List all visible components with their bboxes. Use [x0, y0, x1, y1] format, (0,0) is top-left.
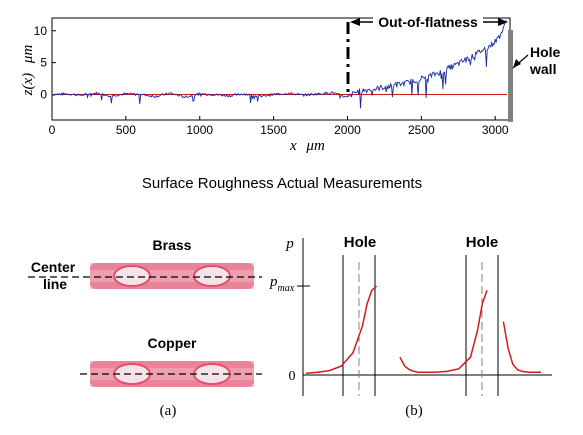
series-line-roughness: [51, 20, 507, 109]
center-line-label: Center line: [31, 259, 79, 292]
pmax-base: p: [269, 274, 278, 290]
y-tick-label: 5: [40, 56, 47, 70]
x-tick-label: 2500: [408, 123, 435, 137]
roughness-plot: 0 500 1000 1500 2000 2500 3000 0 5 10 x μm z(x) …: [20, 12, 564, 154]
x-axis-var: x: [289, 138, 297, 154]
panel-b-label: (b): [405, 403, 423, 419]
x-axis-ticks: 0 500 1000 1500 2000 2500 3000: [49, 116, 509, 137]
figure-caption: Surface Roughness Actual Measurements: [142, 175, 422, 192]
hole-wall-bar: [508, 30, 513, 122]
pressure-line-segment: [305, 285, 378, 374]
plot-frame: [51, 17, 511, 121]
annotation-label-bg: [373, 12, 483, 32]
sample-edge-bottom: [90, 380, 254, 387]
hole-wall-arrowhead: [513, 59, 521, 68]
b-y-tick-0: 0: [289, 369, 296, 384]
y-axis-var: z(x): [20, 73, 36, 97]
x-tick-label: 3000: [482, 123, 509, 137]
x-axis-label: x μm: [289, 138, 325, 154]
sample-hole: [193, 265, 231, 287]
x-tick-label: 500: [116, 123, 136, 137]
b-y-label: p: [285, 236, 294, 252]
panel-a-label: (a): [160, 403, 177, 419]
hole-wall-label: Hole wall: [529, 44, 564, 77]
sample-edge-bottom: [90, 282, 254, 289]
out-of-flatness-label: Out-of-flatness: [378, 14, 478, 30]
x-tick-label: 2000: [334, 123, 361, 137]
panel-b: p pmax 0 Hole Hole (b): [269, 234, 552, 419]
hole2-label: Hole: [466, 234, 499, 251]
pmax-subscript: max: [278, 283, 295, 294]
pmax-label: pmax: [269, 274, 295, 294]
x-tick-label: 1500: [260, 123, 287, 137]
y-tick-label: 10: [34, 24, 48, 38]
x-tick-label: 0: [49, 123, 56, 137]
y-tick-label: 0: [40, 88, 47, 102]
arrowhead-right: [498, 18, 508, 26]
sample-name-brass: Brass: [153, 237, 192, 253]
pressure-line-segment: [399, 290, 488, 374]
arrowhead-left: [350, 18, 360, 26]
sample-name-copper: Copper: [148, 335, 198, 351]
y-axis-label: z(x) μm: [20, 45, 36, 97]
x-tick-label: 1000: [186, 123, 213, 137]
sample-hole: [113, 265, 151, 287]
pressure-series: [305, 285, 541, 374]
hole1-label: Hole: [344, 234, 377, 251]
brass-sample-image: [90, 263, 254, 289]
y-axis-unit: μm: [20, 45, 36, 65]
y-axis-ticks: 0 5 10: [34, 24, 56, 102]
panel-a: Brass Copper Center line (a): [28, 237, 262, 419]
series-group: [51, 20, 508, 109]
sample-edge-top: [90, 263, 254, 270]
sample-edge-top: [90, 361, 254, 368]
x-axis-unit: μm: [305, 138, 325, 154]
pressure-line-segment: [502, 321, 541, 374]
